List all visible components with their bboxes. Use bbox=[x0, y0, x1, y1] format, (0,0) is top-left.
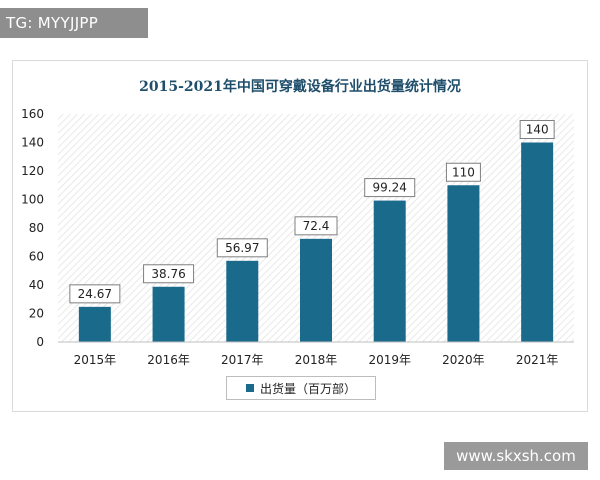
data-label: 110 bbox=[452, 165, 475, 179]
data-label-box bbox=[445, 162, 481, 182]
data-label-box bbox=[216, 238, 268, 258]
bar bbox=[521, 142, 554, 342]
y-tick-label: 40 bbox=[29, 278, 44, 292]
bar bbox=[226, 260, 259, 342]
data-label: 140 bbox=[526, 123, 549, 137]
y-tick-label: 60 bbox=[29, 250, 44, 264]
x-tick-label: 2020年 bbox=[442, 353, 485, 367]
data-label: 99.24 bbox=[373, 181, 407, 195]
legend: 出货量（百万部） bbox=[226, 376, 376, 400]
y-tick-label: 100 bbox=[21, 193, 44, 207]
data-label-box bbox=[364, 178, 416, 198]
data-label: 56.97 bbox=[225, 241, 259, 255]
data-label-box bbox=[69, 284, 121, 304]
bar bbox=[373, 200, 406, 342]
bar bbox=[78, 306, 111, 342]
legend-swatch bbox=[245, 384, 254, 392]
bar bbox=[300, 238, 332, 342]
watermark-bottom: www.skxsh.com bbox=[444, 442, 588, 470]
data-label-box bbox=[294, 216, 338, 236]
bar bbox=[447, 185, 480, 342]
x-tick-label: 2017年 bbox=[221, 353, 264, 367]
x-tick-label: 2019年 bbox=[368, 353, 411, 367]
y-tick-label: 160 bbox=[21, 107, 44, 121]
y-tick-label: 20 bbox=[29, 307, 44, 321]
y-tick-label: 120 bbox=[21, 164, 44, 178]
data-label: 38.76 bbox=[151, 267, 185, 281]
x-tick-label: 2018年 bbox=[295, 353, 338, 367]
y-tick-label: 80 bbox=[29, 221, 44, 235]
x-tick-label: 2015年 bbox=[74, 353, 117, 367]
data-label: 72.4 bbox=[303, 219, 330, 233]
legend-label: 出货量（百万部） bbox=[259, 381, 356, 396]
data-label-box bbox=[143, 264, 195, 284]
bar bbox=[152, 286, 185, 342]
chart-title: 2015-2021年中国可穿戴设备行业出货量统计情况 bbox=[139, 79, 461, 95]
x-tick-label: 2021年 bbox=[516, 353, 559, 367]
data-label: 24.67 bbox=[78, 287, 112, 301]
y-tick-label: 140 bbox=[21, 136, 44, 150]
x-tick-label: 2016年 bbox=[147, 353, 190, 367]
y-tick-label: 0 bbox=[36, 335, 44, 349]
watermark-top: TG: MYYJJPP bbox=[0, 8, 148, 38]
data-label-box bbox=[519, 120, 555, 139]
